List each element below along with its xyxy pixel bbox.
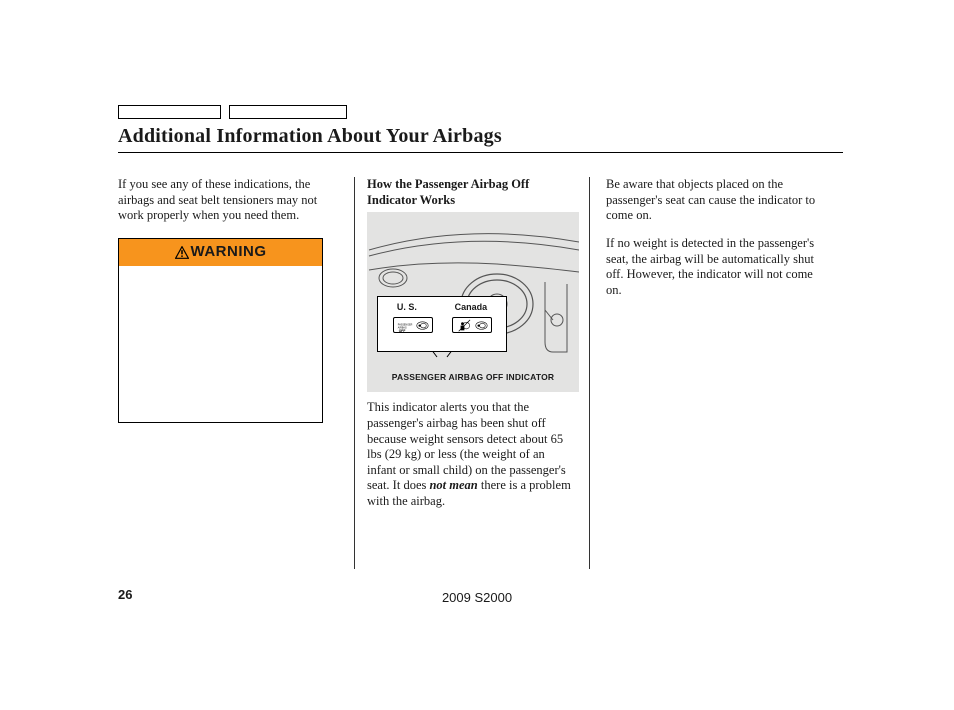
col3-p2: If no weight is detected in the passenge… <box>606 236 826 299</box>
column-3: Be aware that objects placed on the pass… <box>590 177 826 569</box>
warning-body <box>119 266 322 422</box>
col2-p1-em: not mean <box>429 478 477 492</box>
illustration-caption: PASSENGER AIRBAG OFF INDICATOR <box>367 372 579 383</box>
label-us: U. S. <box>397 302 417 313</box>
column-2: How the Passenger Airbag Off Indicator W… <box>354 177 590 569</box>
warning-triangle-icon <box>175 246 189 259</box>
dashboard-illustration: U. S. Canada PASSENGER AIRBAG OFF <box>367 212 579 392</box>
indicator-us-icon: PASSENGER AIRBAG OFF <box>393 317 433 333</box>
indicator-canada-icon <box>452 317 492 333</box>
manual-page: Additional Information About Your Airbag… <box>118 105 843 569</box>
header-blank-boxes <box>118 105 843 119</box>
svg-text:OFF: OFF <box>398 328 405 332</box>
col2-paragraph: This indicator alerts you that the passe… <box>367 400 577 509</box>
col2-heading: How the Passenger Airbag Off Indicator W… <box>367 177 577 208</box>
header-box-2 <box>229 105 347 119</box>
col3-p1: Be aware that objects placed on the pass… <box>606 177 826 224</box>
indicator-panel: U. S. Canada PASSENGER AIRBAG OFF <box>377 296 507 352</box>
label-canada: Canada <box>455 302 488 313</box>
columns: If you see any of these indications, the… <box>118 177 843 569</box>
col1-paragraph: If you see any of these indications, the… <box>118 177 338 224</box>
page-title: Additional Information About Your Airbag… <box>118 125 843 148</box>
header-box-1 <box>118 105 221 119</box>
title-rule <box>118 152 843 153</box>
model-year: 2009 S2000 <box>0 590 954 605</box>
warning-header: WARNING <box>119 239 322 266</box>
warning-box: WARNING <box>118 238 323 423</box>
warning-label: WARNING <box>191 243 267 262</box>
column-1: If you see any of these indications, the… <box>118 177 354 569</box>
